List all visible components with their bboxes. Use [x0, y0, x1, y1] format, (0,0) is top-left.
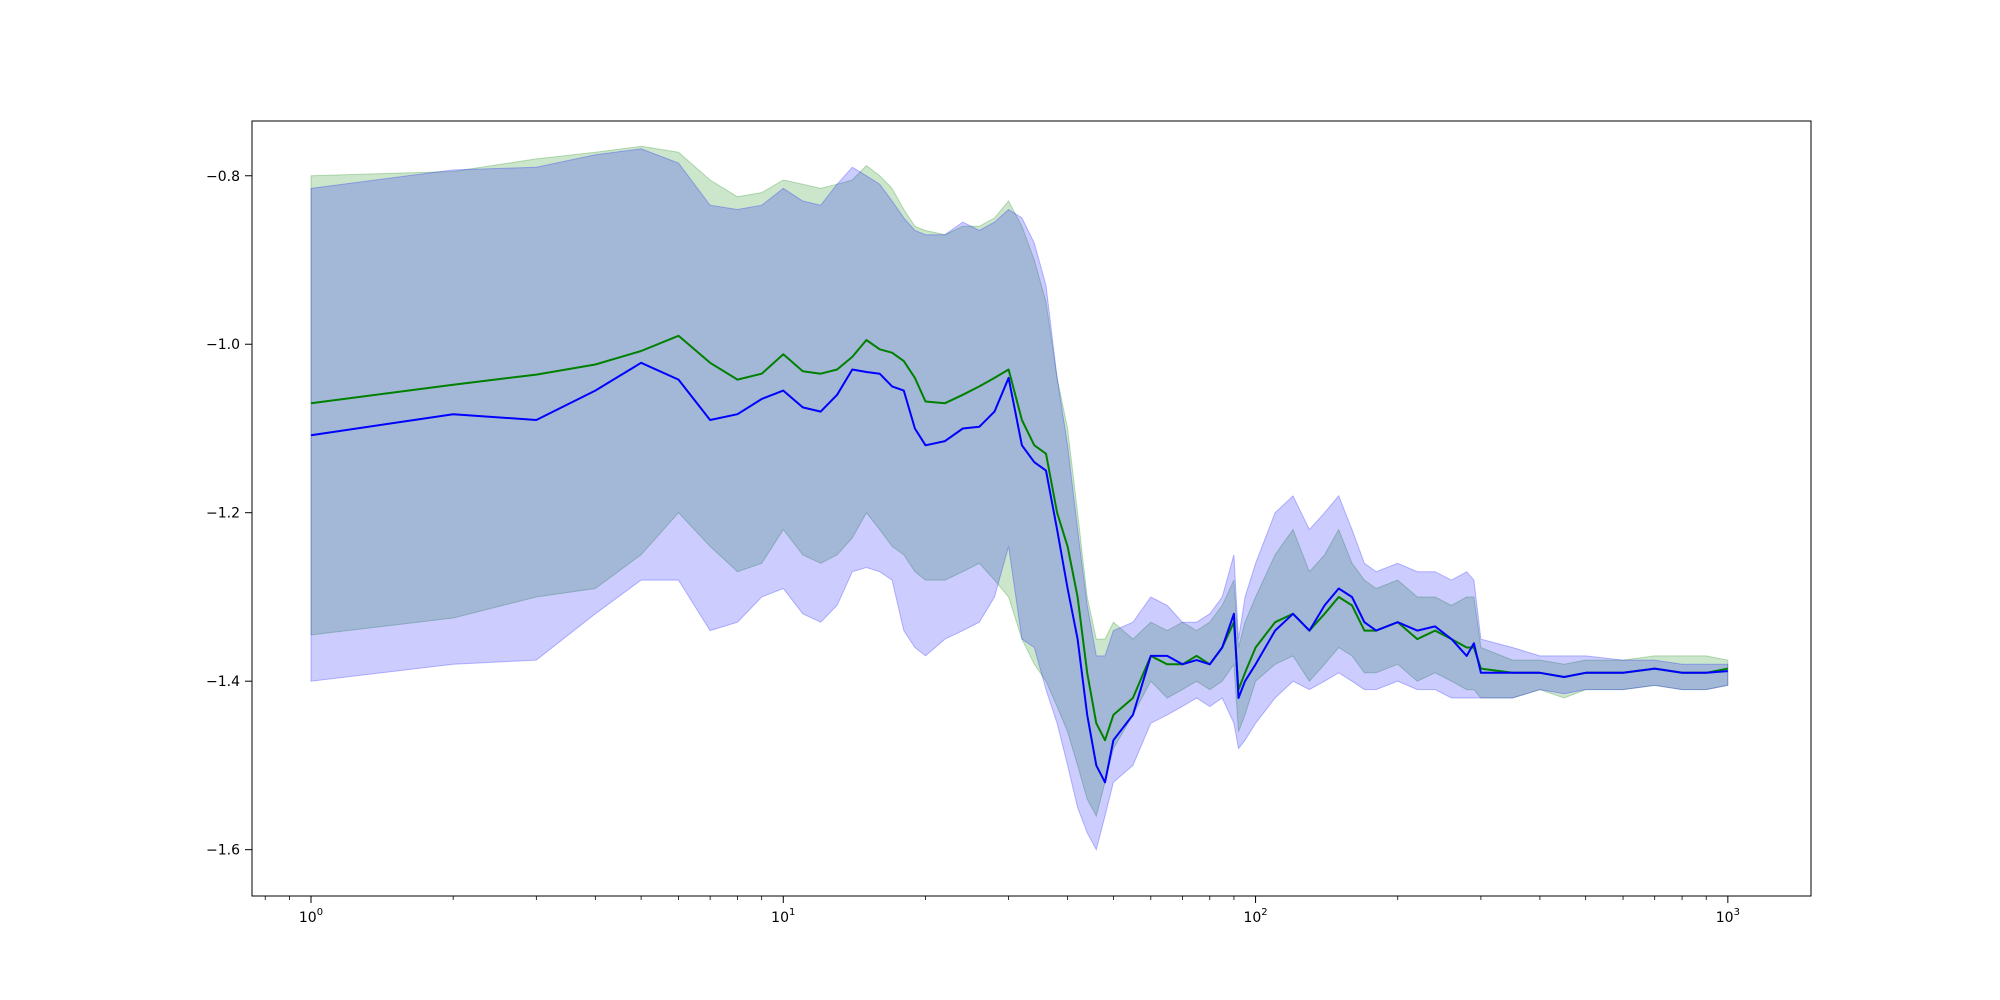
x-tick-label: 102: [1243, 907, 1267, 926]
series-0-line: [310, 334, 1728, 742]
y-axis: −0.8 −1.0 −1.2 −1.4 −1.6: [206, 169, 252, 859]
y-tick-label: −1.0: [206, 337, 240, 353]
y-tick-label: −0.8: [206, 169, 240, 185]
series-1-band: [310, 148, 1729, 852]
plot-frame: [251, 120, 1812, 897]
confidence-bands: [310, 145, 1729, 852]
y-tick-label: −1.6: [206, 843, 240, 859]
x-tick-label: 100: [299, 907, 323, 926]
x-tick-label: 101: [771, 907, 795, 926]
y-tick-label: −1.4: [206, 674, 240, 690]
series-0-band: [310, 145, 1729, 818]
series-1-line: [310, 361, 1728, 784]
y-tick-label: −1.2: [206, 506, 240, 522]
x-axis: 100 101 102 103: [264, 896, 1740, 926]
series-lines: [310, 334, 1728, 784]
x-tick-label: 103: [1716, 907, 1740, 926]
